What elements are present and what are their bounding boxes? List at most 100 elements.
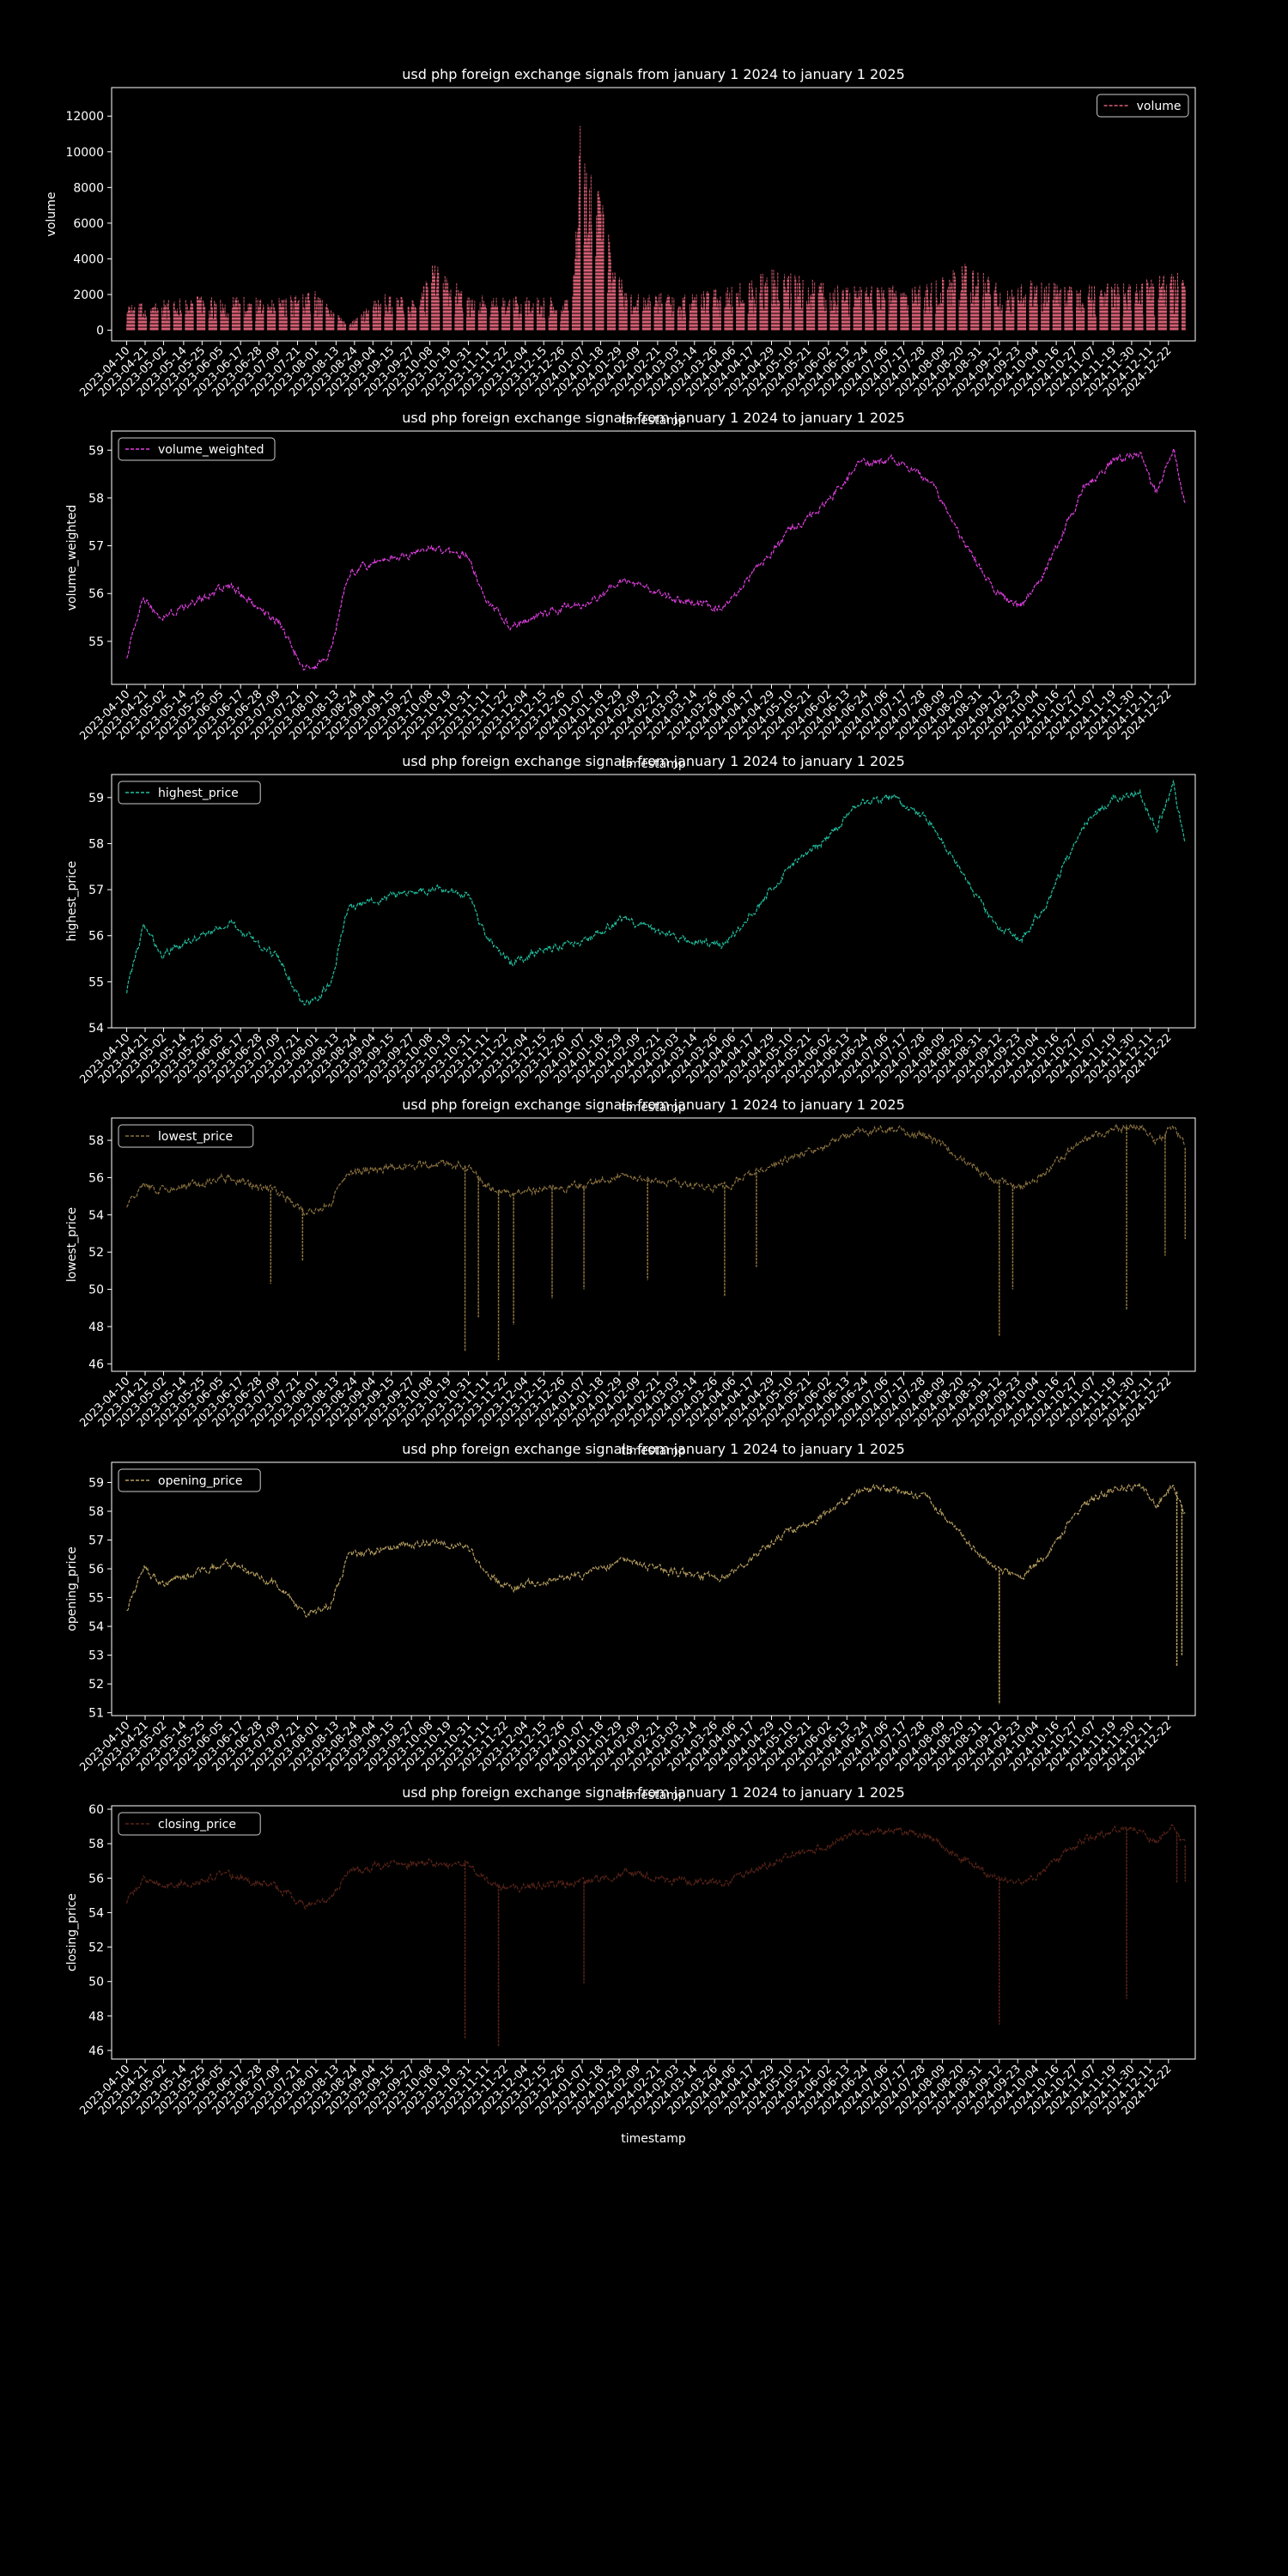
volume-line xyxy=(126,125,1186,331)
axes-frame xyxy=(111,430,1196,685)
y-tick-label: 51 xyxy=(88,1707,104,1721)
legend: lowest_price xyxy=(118,1124,254,1148)
y-tick-label: 56 xyxy=(88,1563,104,1577)
panel-closing_price: usd php foreign exchange signals from ja… xyxy=(65,1784,1196,2146)
series-volume xyxy=(126,125,1186,331)
y-tick-label: 50 xyxy=(88,1284,104,1297)
legend: volume_weighted xyxy=(118,437,276,461)
y-tick-label: 55 xyxy=(88,1592,104,1606)
legend-label: volume_weighted xyxy=(158,443,264,457)
axes-frame xyxy=(111,87,1196,342)
chart-title: usd php foreign exchange signals from ja… xyxy=(402,753,905,769)
y-tick-label: 46 xyxy=(88,1358,104,1371)
y-axis: 54 55 56 57 58 59 xyxy=(88,792,112,1036)
axes-frame xyxy=(111,774,1196,1029)
y-tick-label: 60 xyxy=(88,1803,104,1817)
y-tick-label: 56 xyxy=(88,587,104,601)
y-tick-label: 58 xyxy=(88,1134,104,1148)
y-tick-label: 57 xyxy=(88,884,104,897)
axes-frame xyxy=(111,1117,1196,1372)
y-tick-label: 48 xyxy=(88,1321,104,1334)
lowest_price-line xyxy=(126,1122,1186,1217)
panel-opening_price: usd php foreign exchange signals from ja… xyxy=(65,1441,1196,1802)
chart-title: usd php foreign exchange signals from ja… xyxy=(402,1784,905,1801)
y-tick-label: 59 xyxy=(88,1476,104,1490)
y-tick-label: 57 xyxy=(88,540,104,554)
series-opening_price xyxy=(126,1481,1186,1704)
panel-volume_weighted: usd php foreign exchange signals from ja… xyxy=(65,410,1196,771)
y-axis-label: opening_price xyxy=(65,1546,79,1631)
y-tick-label: 54 xyxy=(88,1022,104,1036)
legend-box xyxy=(118,437,276,461)
panel-lowest_price: usd php foreign exchange signals from ja… xyxy=(65,1097,1196,1458)
y-axis: 46 48 50 52 54 56 58 xyxy=(88,1134,112,1371)
y-tick-label: 53 xyxy=(88,1649,104,1663)
chart-title: usd php foreign exchange signals from ja… xyxy=(402,410,905,426)
legend: highest_price xyxy=(118,781,261,805)
y-tick-label: 54 xyxy=(88,1906,104,1920)
x-axis-label: timestamp xyxy=(621,2132,686,2146)
x-axis: 2023-04-102023-04-212023-05-022023-05-14… xyxy=(77,1371,1175,1430)
axes-frame xyxy=(111,1461,1196,1716)
legend-box xyxy=(118,1812,261,1836)
spikes xyxy=(999,1492,1183,1704)
x-axis-label: timestamp xyxy=(621,757,686,771)
spikes xyxy=(270,1128,1187,1360)
x-axis: 2023-04-102023-04-212023-05-022023-05-14… xyxy=(77,1028,1175,1086)
y-axis-label: lowest_price xyxy=(65,1207,79,1282)
panel-volume: usd php foreign exchange signals from ja… xyxy=(45,66,1196,428)
y-tick-label: 59 xyxy=(88,792,104,805)
y-tick-label: 55 xyxy=(88,635,104,649)
x-axis: 2023-04-102023-04-212023-05-022023-05-14… xyxy=(77,684,1175,743)
series-highest_price xyxy=(126,780,1186,1006)
legend-box xyxy=(118,1468,261,1492)
y-tick-label: 58 xyxy=(88,1838,104,1851)
y-axis: 55 56 57 58 59 xyxy=(88,444,112,649)
y-tick-label: 58 xyxy=(88,1505,104,1519)
y-axis-label: closing_price xyxy=(65,1893,79,1971)
y-tick-label: 57 xyxy=(88,1534,104,1548)
y-tick-label: 54 xyxy=(88,1209,104,1223)
series-lowest_price xyxy=(126,1122,1187,1360)
legend: opening_price xyxy=(118,1468,261,1492)
y-tick-label: 59 xyxy=(88,444,104,458)
series-volume_weighted xyxy=(126,447,1186,671)
axes-frame xyxy=(111,1805,1196,2060)
legend-box xyxy=(1097,94,1189,118)
volume_weighted-line xyxy=(126,447,1186,671)
closing_price-line xyxy=(126,1824,1186,1911)
x-axis-label: timestamp xyxy=(621,414,686,428)
y-tick-label: 12000 xyxy=(65,110,104,124)
panel-highest_price: usd php foreign exchange signals from ja… xyxy=(65,753,1196,1115)
legend-label: opening_price xyxy=(158,1474,242,1488)
spikes xyxy=(464,1829,1187,2047)
y-tick-label: 52 xyxy=(88,1678,104,1692)
y-axis-label: highest_price xyxy=(65,861,79,942)
x-axis: 2023-04-102023-04-212023-05-022023-05-14… xyxy=(77,1716,1175,1774)
x-axis: 2023-04-102023-04-212023-05-022023-05-14… xyxy=(77,2059,1175,2117)
y-tick-label: 6000 xyxy=(73,217,104,231)
y-axis: 51 52 53 54 55 56 57 58 59 xyxy=(88,1476,112,1721)
y-tick-label: 56 xyxy=(88,1171,104,1185)
y-tick-label: 46 xyxy=(88,2044,104,2058)
legend-label: closing_price xyxy=(158,1818,236,1832)
y-axis-label: volume_weighted xyxy=(65,505,79,611)
legend-box xyxy=(118,1124,254,1148)
chart-title: usd php foreign exchange signals from ja… xyxy=(402,1441,905,1457)
x-axis-label: timestamp xyxy=(621,1444,686,1458)
y-tick-label: 4000 xyxy=(73,252,104,266)
y-tick-label: 0 xyxy=(96,325,104,338)
highest_price-line xyxy=(126,780,1186,1006)
legend: volume xyxy=(1097,94,1189,118)
legend-label: highest_price xyxy=(158,787,239,800)
legend-label: volume xyxy=(1137,100,1182,113)
legend: closing_price xyxy=(118,1812,261,1836)
y-tick-label: 58 xyxy=(88,837,104,851)
chart-title: usd php foreign exchange signals from ja… xyxy=(402,66,905,82)
y-tick-label: 56 xyxy=(88,930,104,944)
y-tick-label: 48 xyxy=(88,2010,104,2024)
y-tick-label: 52 xyxy=(88,1246,104,1260)
y-axis: 0 2000 4000 6000 8000 10000 12000 xyxy=(65,110,112,338)
y-tick-label: 56 xyxy=(88,1872,104,1886)
